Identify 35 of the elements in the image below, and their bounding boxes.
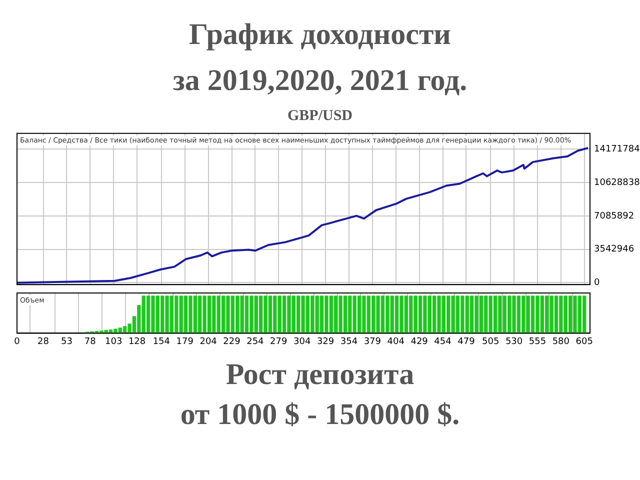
x-tick-label: 204 xyxy=(200,336,218,347)
x-tick-label: 530 xyxy=(505,336,523,347)
x-tick-label: 404 xyxy=(387,336,405,347)
text: GBP/USD xyxy=(286,108,354,125)
x-tick-label: 279 xyxy=(270,336,288,347)
x-tick-label: 103 xyxy=(105,336,122,347)
text: Рост депозита xyxy=(224,358,416,392)
x-tick-label: 179 xyxy=(176,336,194,347)
x-tick-label: 580 xyxy=(552,336,570,347)
x-tick-label: 555 xyxy=(528,336,546,347)
x-tick-label: 379 xyxy=(364,336,382,347)
y-tick-label: 7085892 xyxy=(594,211,634,222)
y-tick-label: 10628838 xyxy=(594,178,640,188)
x-tick-label: 505 xyxy=(482,336,500,347)
x-tick-label: 128 xyxy=(128,336,146,347)
x-tick-label: 605 xyxy=(576,336,593,347)
x-tick-label: 429 xyxy=(410,336,428,347)
x-tick-label: 329 xyxy=(316,336,334,347)
chart-title: График доходности xyxy=(188,18,452,52)
y-tick-label: 0 xyxy=(594,278,600,288)
x-tick-label: 479 xyxy=(458,336,476,347)
x-tick-label: 229 xyxy=(223,336,241,347)
x-tick-label: 53 xyxy=(60,336,72,347)
x-tick-label: 354 xyxy=(340,336,358,347)
x-tick-label: 154 xyxy=(152,336,170,347)
y-tick-label: 14171784 xyxy=(594,144,640,154)
text: от 1000 $ - 1500000 $. xyxy=(179,398,461,432)
chart-subtitle: за 2019,2020, 2021 год. xyxy=(172,64,468,98)
y-tick-label: 3542946 xyxy=(594,244,634,255)
x-tick-label: 454 xyxy=(434,336,452,347)
x-tick-label: 0 xyxy=(14,336,20,347)
x-tick-label: 254 xyxy=(246,336,264,347)
x-tick-label: 28 xyxy=(38,336,50,347)
x-tick-label: 78 xyxy=(84,336,96,347)
x-tick-label: 304 xyxy=(294,336,311,347)
